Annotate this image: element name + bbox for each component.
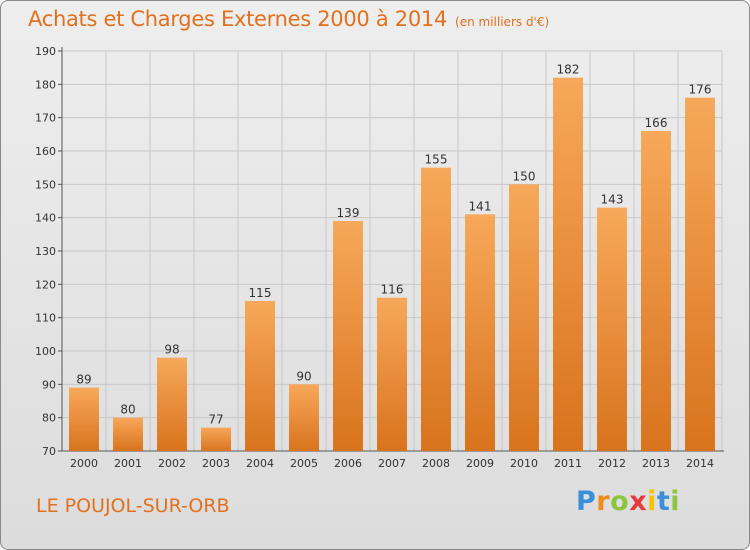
bars — [69, 77, 715, 452]
bar-2010 — [509, 184, 539, 452]
data-labels: 89 80 98 77 115 90 139 116 155 141 150 182 143 166 176 — [76, 63, 711, 427]
proxiti-logo: Proxiti — [576, 486, 680, 517]
data-label: 98 — [164, 343, 179, 357]
data-label: 116 — [381, 283, 404, 297]
logo-letter: i — [647, 486, 657, 517]
data-label: 77 — [208, 413, 223, 427]
y-tick-label: 140 — [35, 212, 56, 225]
x-tick-label: 2005 — [290, 457, 318, 470]
bar-2014 — [685, 97, 715, 452]
data-label: 155 — [425, 153, 448, 167]
x-tick-label: 2001 — [114, 457, 142, 470]
data-label: 182 — [557, 63, 580, 77]
x-tick-label: 2007 — [378, 457, 406, 470]
logo-letter: t — [656, 486, 671, 517]
x-tick-label: 2000 — [70, 457, 98, 470]
y-tick-label: 150 — [35, 178, 56, 191]
data-label: 166 — [645, 116, 668, 130]
chart-unit: (en milliers d'€) — [455, 15, 550, 29]
y-tick-label: 180 — [35, 78, 56, 91]
chart-title: Achats et Charges Externes 2000 à 2014 — [28, 7, 448, 31]
bar-2000 — [69, 387, 99, 451]
y-tick-label: 190 — [35, 45, 56, 58]
data-label: 90 — [296, 369, 311, 383]
y-tick-label: 100 — [35, 345, 56, 358]
logo-letter: r — [596, 486, 611, 517]
logo-letter: x — [629, 486, 648, 517]
y-tick-label: 170 — [35, 112, 56, 125]
x-tick-label: 2012 — [598, 457, 626, 470]
logo-letter: i — [670, 486, 681, 517]
x-tick-label: 2013 — [642, 457, 670, 470]
bar-2005 — [289, 384, 319, 451]
x-tick-label: 2004 — [246, 457, 274, 470]
data-label: 150 — [513, 169, 536, 183]
data-label: 139 — [337, 206, 360, 220]
x-tick-label: 2006 — [334, 457, 362, 470]
bar-2013 — [641, 131, 671, 451]
data-label: 89 — [76, 373, 91, 387]
data-label: 80 — [120, 403, 135, 417]
y-tick-label: 70 — [42, 445, 56, 458]
y-tick-label: 120 — [35, 278, 56, 291]
y-tick-label: 90 — [42, 378, 56, 391]
bar-2001 — [113, 417, 143, 451]
data-label: 115 — [249, 286, 272, 300]
bar-2004 — [245, 301, 275, 451]
y-tick-label: 110 — [35, 312, 56, 325]
data-label: 143 — [601, 193, 624, 207]
x-tick-label: 2008 — [422, 457, 450, 470]
bar-2009 — [465, 214, 495, 451]
bar-2002 — [157, 357, 187, 451]
data-label: 141 — [469, 199, 492, 213]
data-label: 176 — [689, 83, 712, 97]
bar-2011 — [553, 77, 583, 452]
y-tick-label: 160 — [35, 145, 56, 158]
logo-letter: o — [610, 486, 630, 517]
place-name: LE POUJOL-SUR-ORB — [36, 495, 230, 517]
bar-2006 — [333, 221, 363, 451]
bar-2003 — [201, 427, 231, 451]
x-tick-label: 2009 — [466, 457, 494, 470]
x-tick-label: 2010 — [510, 457, 538, 470]
y-tick-label: 80 — [42, 412, 56, 425]
x-tick-label: 2003 — [202, 457, 230, 470]
x-tick-label: 2014 — [686, 457, 714, 470]
bar-2012 — [597, 207, 627, 451]
x-tick-label: 2002 — [158, 457, 186, 470]
bar-2007 — [377, 297, 407, 451]
logo-letter: P — [576, 486, 597, 517]
chart-title-block: Achats et Charges Externes 2000 à 2014 (e… — [28, 7, 549, 31]
x-tick-label: 2011 — [554, 457, 582, 470]
y-tick-label: 130 — [35, 245, 56, 258]
bar-2008 — [421, 167, 451, 451]
